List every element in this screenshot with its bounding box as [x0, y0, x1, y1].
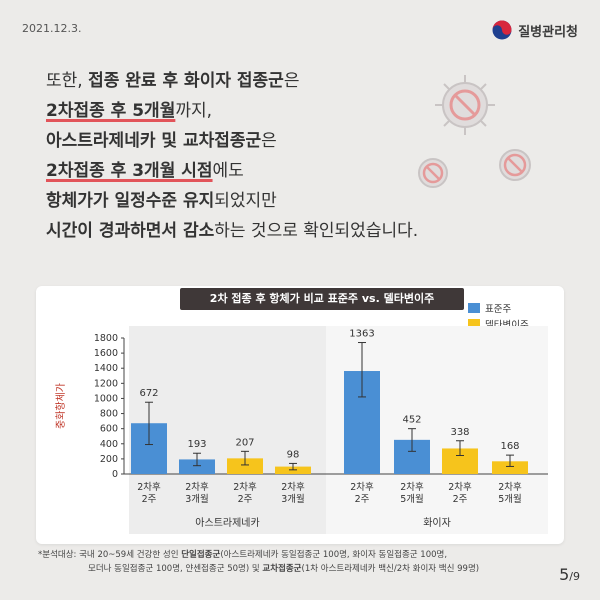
footnote-rest-2: (1차 아스트라제네카 백신/2차 화이자 백신 99명) — [301, 564, 480, 574]
x-tick-label: 2차후 3개월 — [185, 481, 209, 505]
y-tick-label: 200 — [100, 454, 118, 465]
y-tick-label: 0 — [112, 469, 118, 480]
bar-value-label: 193 — [187, 439, 206, 450]
footnote: *분석대상: 국내 20~59세 건강한 성인 단일접종군(아스트라제네카 동일… — [38, 548, 558, 576]
y-tick-label: 1800 — [94, 333, 118, 344]
bar-chart: 0 200 400 600 800 1000 1200 1400 1600 1800 중화항체가 67… — [55, 326, 548, 534]
bar-value-label: 207 — [235, 437, 254, 448]
headline-segment: 또한, — [46, 71, 89, 91]
bar — [227, 458, 263, 474]
bar — [492, 461, 528, 474]
x-tick-label: 2차후 5개월 — [498, 481, 522, 505]
y-tick-label: 400 — [100, 439, 118, 450]
y-tick-label: 600 — [100, 424, 118, 435]
taegeuk-emblem-icon — [492, 20, 512, 40]
headline-line: 아스트라제네카 및 교차접종군은 — [46, 126, 486, 156]
legend-item-delta: 델타변이주 — [468, 316, 529, 332]
headline-line: 항체가가 일정수준 유지되었지만 — [46, 186, 486, 216]
y-tick-label: 1200 — [94, 378, 118, 389]
page-indicator: 5/9 — [559, 565, 580, 584]
bar-value-label: 168 — [500, 441, 519, 452]
y-axis-label: 중화항체가 — [55, 383, 67, 429]
footnote-part-2a: 모더나 동일접종군 100명, 얀센접종군 50명) 및 — [88, 564, 263, 574]
page-total: /9 — [569, 570, 580, 583]
x-tick-label: 2차후 5개월 — [400, 481, 424, 505]
headline-segment: 까지, — [175, 101, 213, 121]
chart-legend: 표준주 델타변이주 — [468, 300, 529, 332]
chart-panel: 2차 접종 후 항체가 비교 표준주 vs. 델타변이주 표준주 델타변이주 0… — [36, 286, 564, 544]
x-tick-label: 2차후 2주 — [137, 481, 161, 505]
group-label: 아스트라제네카 — [195, 517, 259, 529]
headline-segment: 접종 완료 후 화이자 접종군 — [88, 71, 284, 91]
headline-segment: 시간이 경과하면서 감소 — [46, 221, 215, 241]
footnote-line-1: *분석대상: 국내 20~59세 건강한 성인 단일접종군(아스트라제네카 동일… — [38, 548, 558, 562]
headline-segment: 하는 것으로 확인되었습니다. — [214, 221, 419, 241]
headline: 또한, 접종 완료 후 화이자 접종군은 2차접종 후 5개월까지, 아스트라제네카… — [46, 66, 486, 246]
headline-segment: 은 — [261, 131, 277, 151]
footnote-bold-cross: 교차접종군 — [262, 564, 302, 574]
headline-line: 2차접종 후 5개월까지, — [46, 96, 486, 126]
footnote-line-2: 모더나 동일접종군 100명, 얀센접종군 50명) 및 교차접종군(1차 아스… — [38, 562, 558, 576]
headline-segment: 항체가가 일정수준 유지 — [46, 191, 215, 211]
legend-swatch-standard — [468, 303, 480, 313]
date: 2021.12.3. — [22, 22, 82, 35]
y-tick-label: 800 — [100, 409, 118, 420]
x-tick-label: 2차후 2주 — [233, 481, 257, 505]
headline-line: 시간이 경과하면서 감소하는 것으로 확인되었습니다. — [46, 216, 486, 246]
y-tick-label: 1400 — [94, 363, 118, 374]
legend-label-delta: 델타변이주 — [485, 320, 529, 331]
virus-decoration-icon — [418, 158, 448, 188]
x-tick-label: 2차후 3개월 — [281, 481, 305, 505]
headline-segment: 2차접종 후 3개월 시점 — [46, 161, 213, 181]
bar — [179, 459, 215, 474]
headline-segment: 은 — [283, 71, 300, 91]
y-tick-label: 1600 — [94, 348, 118, 359]
legend-swatch-delta — [468, 319, 480, 329]
bar-value-label: 452 — [402, 415, 421, 426]
bar-value-label: 1363 — [349, 329, 374, 340]
page-current: 5 — [559, 565, 570, 584]
legend-item-standard: 표준주 — [468, 300, 529, 316]
x-tick-label: 2차후 2주 — [448, 481, 472, 505]
headline-segment: 아스트라제네카 및 교차접종군 — [46, 131, 262, 151]
headline-line: 또한, 접종 완료 후 화이자 접종군은 — [46, 66, 486, 96]
legend-label-standard: 표준주 — [485, 304, 512, 315]
chart-title: 2차 접종 후 항체가 비교 표준주 vs. 델타변이주 — [180, 288, 464, 310]
x-tick-label: 2차후 2주 — [350, 481, 374, 505]
headline-line: 2차접종 후 3개월 시점에도 — [46, 156, 486, 186]
headline-segment: 되었지만 — [214, 191, 277, 211]
virus-decoration-icon — [435, 75, 495, 135]
virus-decoration-icon — [499, 149, 531, 181]
group-label: 화이자 — [423, 517, 451, 529]
footnote-bold-single: 단일접종군 — [181, 550, 221, 560]
agency-name: 질병관리청 — [518, 24, 578, 40]
headline-segment: 에도 — [212, 161, 244, 181]
bar-value-label: 338 — [450, 427, 469, 438]
y-tick-label: 1000 — [94, 393, 118, 404]
footnote-rest-1: (아스트라제네카 동일접종군 100명, 화이자 동일접종군 100명, — [220, 550, 448, 560]
bar-value-label: 672 — [139, 388, 158, 399]
agency-logo: 질병관리청 — [492, 20, 578, 40]
footnote-prefix: *분석대상: 국내 20~59세 건강한 성인 — [38, 550, 182, 560]
bar-value-label: 98 — [287, 449, 300, 460]
headline-segment: 2차접종 후 5개월 — [46, 101, 176, 121]
